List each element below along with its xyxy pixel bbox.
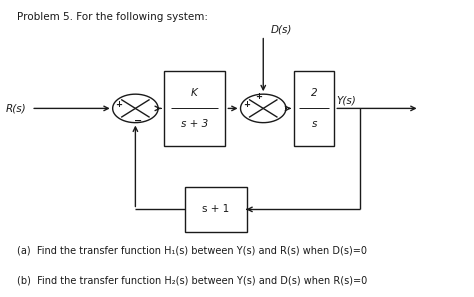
Text: Problem 5. For the following system:: Problem 5. For the following system: [17,12,208,22]
Text: (a)  Find the transfer function H₁(s) between Y(s) and R(s) when D(s)=0: (a) Find the transfer function H₁(s) bet… [17,246,367,256]
Text: R(s): R(s) [6,103,27,113]
Text: s: s [311,119,317,129]
Text: K: K [191,88,198,98]
Bar [185,187,246,232]
Text: (b)  Find the transfer function H₂(s) between Y(s) and D(s) when R(s)=0: (b) Find the transfer function H₂(s) bet… [17,276,367,286]
Bar [164,71,225,146]
Bar [294,71,334,146]
Text: −: − [134,116,142,126]
Text: Y(s): Y(s) [337,95,356,105]
Text: s + 3: s + 3 [181,119,208,129]
Text: D(s): D(s) [270,24,292,34]
Text: s + 1: s + 1 [202,204,229,214]
Text: +: + [115,100,122,109]
Text: +: + [243,100,250,109]
Text: 2: 2 [311,88,318,98]
Text: +: + [255,92,262,101]
